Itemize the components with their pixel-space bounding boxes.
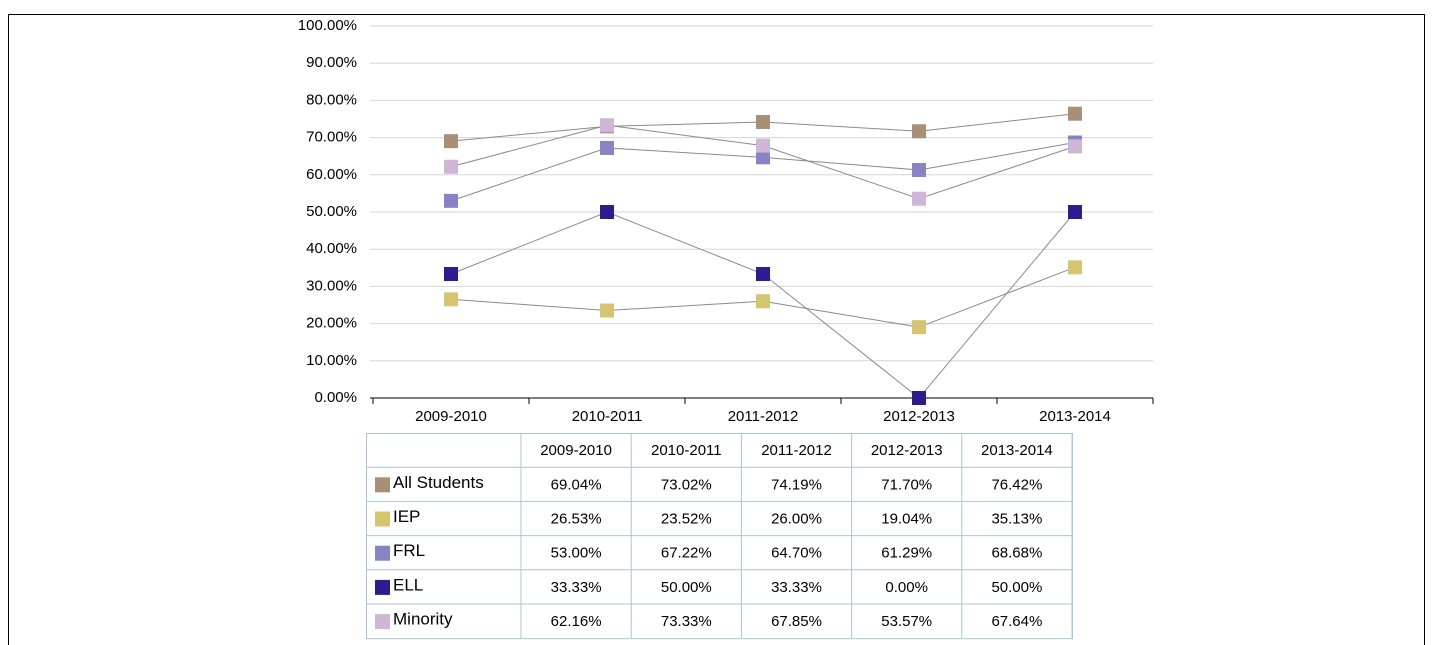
point (912, 124, 926, 139)
point (600, 118, 614, 133)
table-cell: 74.19% (771, 476, 822, 493)
table-cell: 73.33% (661, 613, 712, 630)
legend-swatch (375, 614, 390, 630)
table-cell: 69.04% (551, 476, 602, 493)
y-tick-label: 30.00% (306, 277, 357, 294)
point (756, 138, 770, 153)
legend-swatch (375, 579, 390, 595)
point (912, 191, 926, 206)
table-cell: 23.52% (661, 510, 712, 527)
y-tick-label: 50.00% (306, 203, 357, 220)
x-tick-label: 2009-2010 (415, 408, 487, 425)
y-tick-label: 0.00% (314, 389, 357, 406)
legend-label: ELL (393, 575, 423, 594)
table-cell: 26.53% (551, 510, 602, 527)
point (912, 163, 926, 178)
table-cell: 61.29% (881, 545, 932, 562)
table-cell: 67.64% (991, 613, 1042, 630)
legend-label: IEP (393, 507, 420, 526)
table-cell: 53.00% (551, 545, 602, 562)
point (444, 193, 458, 208)
table-cell: 19.04% (881, 510, 932, 527)
table-cell: 50.00% (991, 579, 1042, 596)
y-tick-label: 90.00% (306, 54, 357, 71)
x-tick-label: 2010-2011 (572, 408, 643, 425)
table-cell: 62.16% (551, 613, 602, 630)
x-tick-label: 2011-2012 (728, 408, 799, 425)
legend-swatch (375, 545, 390, 561)
table-header: 2010-2011 (651, 442, 722, 459)
legend-label: Minority (393, 610, 453, 629)
table-header: 2012-2013 (871, 442, 943, 459)
table-cell: 67.85% (771, 613, 822, 630)
table-cell: 68.68% (991, 545, 1042, 562)
table-cell: 64.70% (771, 545, 822, 562)
y-tick-label: 20.00% (306, 315, 357, 332)
point (756, 294, 770, 309)
point (444, 159, 458, 174)
table-cell: 35.13% (991, 510, 1042, 527)
table-header: 2009-2010 (540, 442, 612, 459)
table-cell: 50.00% (661, 579, 712, 596)
legend-swatch (375, 477, 390, 493)
point (1068, 260, 1082, 275)
y-tick-label: 10.00% (306, 352, 357, 369)
table-cell: 53.57% (881, 613, 932, 630)
point (600, 140, 614, 155)
x-tick-label: 2012-2013 (883, 408, 955, 425)
point (1068, 205, 1082, 219)
y-tick-label: 40.00% (306, 240, 357, 257)
table-cell: 76.42% (991, 476, 1042, 493)
point (1068, 139, 1082, 154)
point (756, 115, 770, 130)
table-cell: 33.33% (551, 579, 602, 596)
point (444, 267, 458, 282)
table-cell: 26.00% (771, 510, 822, 527)
point (600, 303, 614, 318)
legend-label: All Students (393, 473, 484, 492)
point (756, 267, 770, 282)
point (756, 150, 770, 165)
table-header: 2011-2012 (761, 442, 832, 459)
table-cell: 67.22% (661, 545, 712, 562)
legend-swatch (375, 511, 390, 527)
point (600, 205, 614, 219)
point (444, 134, 458, 149)
y-tick-label: 100.00% (298, 17, 357, 34)
y-tick-label: 80.00% (306, 91, 357, 108)
legend-label: FRL (393, 541, 425, 560)
table-cell: 0.00% (885, 579, 928, 596)
point (912, 320, 926, 335)
table-cell: 33.33% (771, 579, 822, 596)
x-tick-label: 2013-2014 (1039, 408, 1111, 425)
table-cell: 73.02% (661, 476, 712, 493)
point (912, 391, 926, 405)
y-tick-label: 60.00% (306, 166, 357, 183)
table-cell: 71.70% (881, 476, 932, 493)
point (1068, 106, 1082, 121)
frame (8, 14, 1425, 645)
table-header: 2013-2014 (981, 442, 1053, 459)
y-tick-label: 70.00% (306, 129, 357, 146)
point (444, 292, 458, 307)
